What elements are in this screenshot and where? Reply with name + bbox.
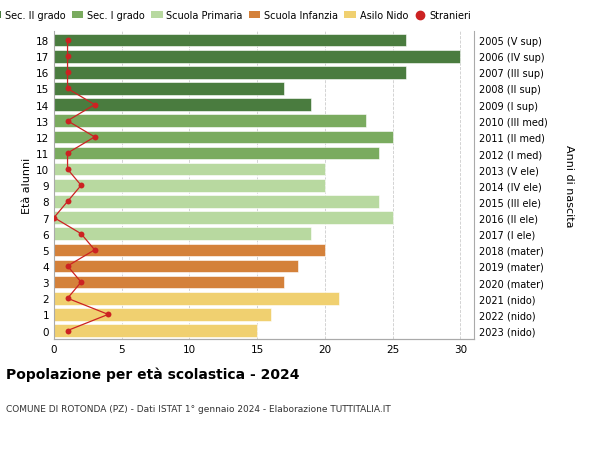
Bar [54,35,406,47]
Point [63,263,73,270]
Bar [54,115,365,128]
Point [49,214,59,222]
Point [63,69,73,77]
Point [63,166,73,174]
Bar [54,325,257,337]
Point [63,118,73,125]
Text: COMUNE DI ROTONDA (PZ) - Dati ISTAT 1° gennaio 2024 - Elaborazione TUTTITALIA.IT: COMUNE DI ROTONDA (PZ) - Dati ISTAT 1° g… [6,404,391,413]
Point [63,150,73,157]
Point [76,279,86,286]
Bar [54,308,271,321]
Legend: Sec. II grado, Sec. I grado, Scuola Primaria, Scuola Infanzia, Asilo Nido, Stran: Sec. II grado, Sec. I grado, Scuola Prim… [0,11,471,21]
Text: Popolazione per età scolastica - 2024: Popolazione per età scolastica - 2024 [6,367,299,382]
Bar [54,179,325,192]
Point [90,246,100,254]
Bar [54,228,311,241]
Point [63,295,73,302]
Bar [54,67,406,79]
Point [90,134,100,141]
Bar [54,51,460,63]
Bar [54,244,325,257]
Bar [54,196,379,208]
Bar [54,83,284,95]
Bar [54,212,393,224]
Point [63,327,73,335]
Bar [54,131,393,144]
Bar [54,260,298,273]
Bar [54,163,325,176]
Bar [54,292,338,305]
Bar [54,276,284,289]
Point [63,86,73,93]
Y-axis label: Anni di nascita: Anni di nascita [564,145,574,227]
Bar [54,99,311,112]
Point [63,37,73,45]
Point [103,311,113,319]
Bar [54,147,379,160]
Point [76,230,86,238]
Point [63,53,73,61]
Point [76,182,86,190]
Point [90,102,100,109]
Point [63,198,73,206]
Y-axis label: Età alunni: Età alunni [22,158,32,214]
